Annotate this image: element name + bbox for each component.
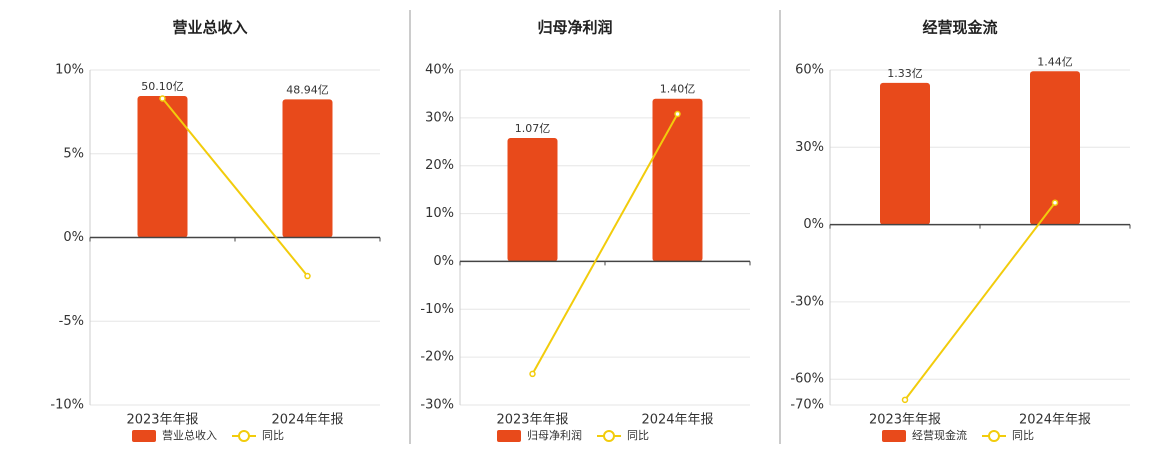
legend-line-label: 同比 xyxy=(627,429,649,442)
chart-panel-3: 经营现金流 60% 30% 0% -30% -60% -70% 1.33亿 1.44亿 2023年… xyxy=(790,19,1131,442)
bar xyxy=(137,95,188,238)
bar-data-label: 1.33亿 xyxy=(887,67,923,80)
bar-data-label: 1.44亿 xyxy=(1037,55,1073,68)
bar-data-label: 1.07亿 xyxy=(515,122,551,135)
y-tick-label: -5% xyxy=(59,314,84,329)
legend-bar-label: 营业总收入 xyxy=(162,428,217,442)
x-category-label: 2024年年报 xyxy=(1019,413,1091,428)
legend-bar-label: 经营现金流 xyxy=(912,428,967,442)
bar-data-label: 50.10亿 xyxy=(141,80,184,93)
legend-line-label: 同比 xyxy=(1012,429,1034,442)
yoy-line xyxy=(161,97,309,277)
legend: 归母净利润 同比 xyxy=(497,428,649,442)
chart-title: 归母净利润 xyxy=(537,19,612,37)
legend-line-marker xyxy=(238,430,250,442)
y-tick-label: 20% xyxy=(425,158,454,173)
yoy-point xyxy=(901,396,909,404)
yoy-point xyxy=(529,370,536,378)
yoy-line xyxy=(531,113,679,375)
legend-line-label: 同比 xyxy=(262,429,284,442)
y-tick-label: 60% xyxy=(795,63,824,78)
legend-bar-swatch xyxy=(497,430,521,442)
y-tick-label: 30% xyxy=(425,110,454,125)
y-tick-label: -20% xyxy=(420,350,454,365)
y-tick-label: 30% xyxy=(795,140,824,155)
legend: 经营现金流 同比 xyxy=(882,428,1034,442)
y-tick-label: 10% xyxy=(55,63,84,78)
x-category-label: 2023年年报 xyxy=(869,413,941,428)
y-tick-label: 0% xyxy=(803,217,824,232)
legend-bar-swatch xyxy=(882,430,906,442)
y-tick-label: 0% xyxy=(433,254,454,269)
chart-title: 经营现金流 xyxy=(922,19,997,37)
bar xyxy=(507,137,558,262)
y-tick-label: -30% xyxy=(420,398,454,413)
bar xyxy=(1030,71,1080,225)
legend: 营业总收入 同比 xyxy=(132,428,284,442)
x-category-label: 2024年年报 xyxy=(271,413,343,428)
legend-line-marker xyxy=(988,430,1000,442)
bar xyxy=(282,99,333,238)
legend-line-marker xyxy=(603,430,615,442)
y-tick-label: -10% xyxy=(50,398,84,413)
bar xyxy=(880,82,930,225)
x-category-label: 2023年年报 xyxy=(126,413,198,428)
yoy-point xyxy=(674,110,681,118)
y-tick-label: 0% xyxy=(63,230,84,245)
y-tick-label: -30% xyxy=(790,294,824,309)
y-tick-label: 10% xyxy=(425,206,454,221)
y-tick-label: 40% xyxy=(425,63,454,78)
y-tick-label: 5% xyxy=(63,146,84,161)
y-tick-label: -70% xyxy=(790,398,824,413)
legend-bar-label: 归母净利润 xyxy=(527,428,582,442)
bar-data-label: 1.40亿 xyxy=(660,83,696,96)
chart-title: 营业总收入 xyxy=(172,19,247,37)
yoy-point xyxy=(304,272,311,280)
y-tick-label: -60% xyxy=(790,372,824,387)
x-category-label: 2023年年报 xyxy=(496,413,568,428)
yoy-point xyxy=(159,95,166,102)
legend-bar-swatch xyxy=(132,430,156,442)
bar-data-label: 48.94亿 xyxy=(286,83,329,96)
bar xyxy=(652,98,703,262)
y-tick-label: -10% xyxy=(420,302,454,317)
chart-panel-2: 归母净利润 40% 30% 20% 10% 0% -10% -20% -30% 1.07亿 1.40… xyxy=(420,19,751,442)
yoy-point xyxy=(1051,199,1059,206)
chart-panel-1: 营业总收入 10% 5% 0% -5% -10% 50.10亿 48.94亿 2023年年报 20… xyxy=(50,19,381,442)
x-category-label: 2024年年报 xyxy=(641,413,713,428)
yoy-line xyxy=(904,202,1056,401)
